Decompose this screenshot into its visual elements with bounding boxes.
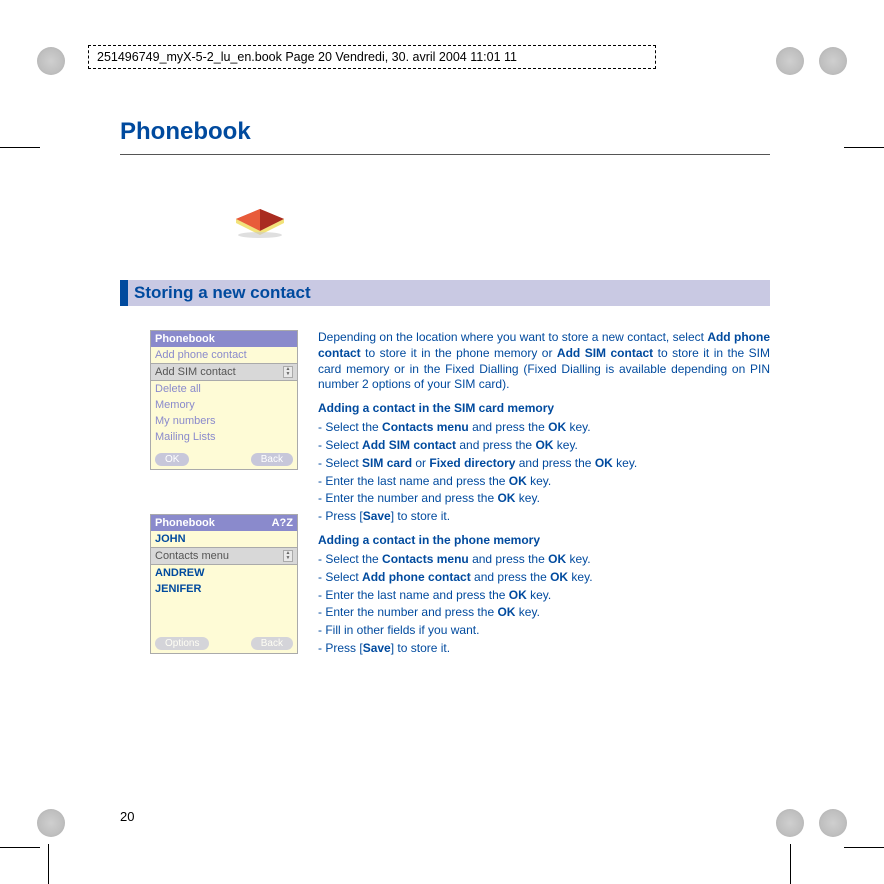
list-item: Press [Save] to store it.	[318, 509, 770, 525]
phone-screenshot-1: Phonebook Add phone contact Add SIM cont…	[150, 330, 298, 470]
list-item: Select the Contacts menu and press the O…	[318, 552, 770, 568]
list-item: Select Add SIM contact and press the OK …	[318, 438, 770, 454]
list-item: Enter the last name and press the OK key…	[318, 588, 770, 604]
page-content: Phonebook Storing a new contact Phoneboo…	[120, 118, 770, 665]
phone-menu-item: Memory	[151, 397, 297, 413]
sim-steps: Select the Contacts menu and press the O…	[318, 420, 770, 525]
crop-mark	[790, 844, 791, 884]
phonebook-icon	[230, 195, 770, 244]
crop-mark	[844, 847, 884, 848]
softkey-back: Back	[251, 637, 293, 650]
crop-circle	[37, 47, 65, 75]
phone-menu-item: Delete all	[151, 381, 297, 397]
crop-mark	[48, 844, 49, 884]
phone-menu-label: Contacts menu	[155, 550, 229, 562]
phone-menu-item: My numbers	[151, 413, 297, 429]
crop-mark	[0, 847, 40, 848]
phone-list-item: JOHN	[151, 531, 297, 547]
phone2-title: Phonebook	[155, 517, 215, 529]
title-rule	[120, 154, 770, 155]
page-title: Phonebook	[120, 118, 770, 146]
crop-circle	[37, 809, 65, 837]
phone-menu-item-selected: Add SIM contact ▲▼	[151, 363, 297, 381]
phone-menu-label: Add SIM contact	[155, 366, 236, 378]
list-item: Press [Save] to store it.	[318, 641, 770, 657]
crop-circle	[776, 47, 804, 75]
crop-circle	[819, 47, 847, 75]
crop-circle	[776, 809, 804, 837]
phone2-sort: A?Z	[272, 517, 293, 529]
phone-menu-item: Add phone contact	[151, 347, 297, 363]
phone-list-item-selected: Contacts menu ▲▼	[151, 547, 297, 565]
softkey-options: Options	[155, 637, 209, 650]
crop-circle	[819, 809, 847, 837]
phone-steps: Select the Contacts menu and press the O…	[318, 552, 770, 657]
phone-list-item: ANDREW	[151, 565, 297, 581]
phone-screenshot-2: Phonebook A?Z JOHN Contacts menu ▲▼ ANDR…	[150, 514, 298, 654]
updown-icon: ▲▼	[283, 550, 293, 562]
crop-mark	[0, 147, 40, 148]
intro-paragraph: Depending on the location where you want…	[318, 330, 770, 393]
list-item: Fill in other fields if you want.	[318, 623, 770, 639]
page-number: 20	[120, 809, 134, 824]
subheading-sim: Adding a contact in the SIM card memory	[318, 401, 770, 417]
list-item: Enter the last name and press the OK key…	[318, 474, 770, 490]
phone-list-item: JENIFER	[151, 581, 297, 597]
list-item: Select SIM card or Fixed directory and p…	[318, 456, 770, 472]
subheading-phone: Adding a contact in the phone memory	[318, 533, 770, 549]
updown-icon: ▲▼	[283, 366, 293, 378]
list-item: Select the Contacts menu and press the O…	[318, 420, 770, 436]
crop-mark	[844, 147, 884, 148]
list-item: Enter the number and press the OK key.	[318, 605, 770, 621]
phone1-title: Phonebook	[155, 333, 215, 345]
section-heading: Storing a new contact	[120, 280, 770, 306]
phone-menu-item: Mailing Lists	[151, 429, 297, 445]
list-item: Enter the number and press the OK key.	[318, 491, 770, 507]
doc-header-metadata: 251496749_myX-5-2_lu_en.book Page 20 Ven…	[88, 45, 656, 69]
body-text: Depending on the location where you want…	[318, 330, 770, 665]
list-item: Select Add phone contact and press the O…	[318, 570, 770, 586]
softkey-ok: OK	[155, 453, 189, 466]
softkey-back: Back	[251, 453, 293, 466]
